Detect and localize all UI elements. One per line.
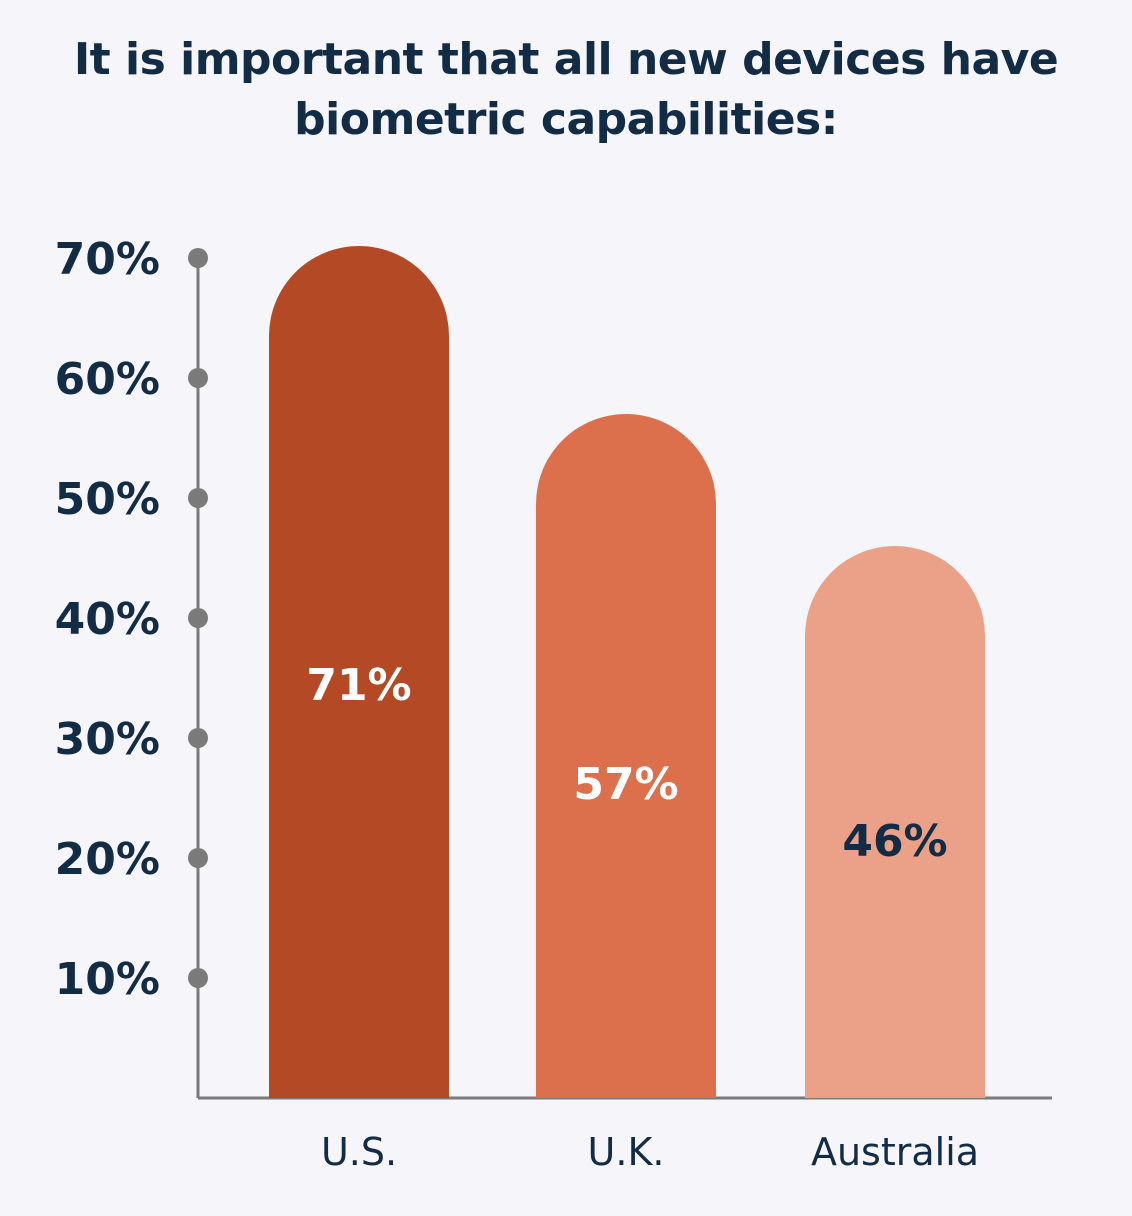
x-category-label: U.S. bbox=[321, 1130, 397, 1174]
y-tick-label: 10% bbox=[55, 954, 160, 1005]
bar-data-label: 71% bbox=[306, 660, 411, 711]
y-tick-dot bbox=[188, 608, 208, 628]
bar-data-label: 46% bbox=[842, 816, 947, 867]
y-tick-label: 50% bbox=[55, 474, 160, 525]
y-tick-dot bbox=[188, 488, 208, 508]
bar-us bbox=[269, 246, 449, 1098]
chart-title-line-2: biometric capabilities: bbox=[294, 94, 838, 145]
bars-layer bbox=[269, 246, 985, 1098]
y-tick-dot bbox=[188, 728, 208, 748]
axis-layer: 10% 20% 30% 40% 50% 60% 70% bbox=[55, 234, 1052, 1100]
bar-australia bbox=[805, 546, 985, 1098]
y-tick-label: 70% bbox=[55, 234, 160, 285]
y-tick-dot bbox=[188, 968, 208, 988]
y-tick-label: 30% bbox=[55, 714, 160, 765]
chart-title-line-1: It is important that all new devices hav… bbox=[73, 34, 1059, 85]
bar-data-label: 57% bbox=[573, 759, 678, 810]
x-category-label: Australia bbox=[811, 1130, 979, 1174]
labels-layer: 71% U.S. 57% U.K. 46% Australia bbox=[306, 660, 979, 1174]
chart-title: It is important that all new devices hav… bbox=[0, 30, 1132, 150]
y-tick-dot bbox=[188, 248, 208, 268]
y-tick-dot bbox=[188, 368, 208, 388]
y-tick-dot bbox=[188, 848, 208, 868]
y-tick-label: 20% bbox=[55, 834, 160, 885]
x-category-label: U.K. bbox=[588, 1130, 665, 1174]
y-tick-label: 40% bbox=[55, 594, 160, 645]
bar-uk bbox=[536, 414, 716, 1098]
y-tick-label: 60% bbox=[55, 354, 160, 405]
